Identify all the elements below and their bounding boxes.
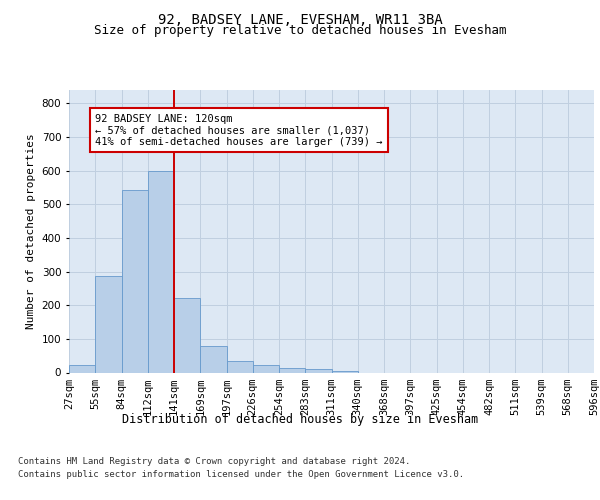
Text: Contains HM Land Registry data © Crown copyright and database right 2024.: Contains HM Land Registry data © Crown c… bbox=[18, 458, 410, 466]
Bar bbox=[305, 369, 331, 372]
Text: Contains public sector information licensed under the Open Government Licence v3: Contains public sector information licen… bbox=[18, 470, 464, 479]
Bar bbox=[279, 368, 305, 372]
Bar bbox=[200, 346, 227, 372]
Bar bbox=[95, 276, 121, 372]
Bar bbox=[174, 298, 200, 372]
Text: Distribution of detached houses by size in Evesham: Distribution of detached houses by size … bbox=[122, 412, 478, 426]
Bar bbox=[253, 365, 279, 372]
Y-axis label: Number of detached properties: Number of detached properties bbox=[26, 134, 36, 329]
Text: 92, BADSEY LANE, EVESHAM, WR11 3BA: 92, BADSEY LANE, EVESHAM, WR11 3BA bbox=[158, 12, 442, 26]
Text: 92 BADSEY LANE: 120sqm
← 57% of detached houses are smaller (1,037)
41% of semi-: 92 BADSEY LANE: 120sqm ← 57% of detached… bbox=[95, 114, 383, 146]
Bar bbox=[69, 365, 95, 372]
Bar bbox=[148, 172, 174, 372]
Text: Size of property relative to detached houses in Evesham: Size of property relative to detached ho… bbox=[94, 24, 506, 37]
Bar bbox=[121, 190, 148, 372]
Bar bbox=[331, 371, 358, 372]
Bar bbox=[227, 362, 253, 372]
